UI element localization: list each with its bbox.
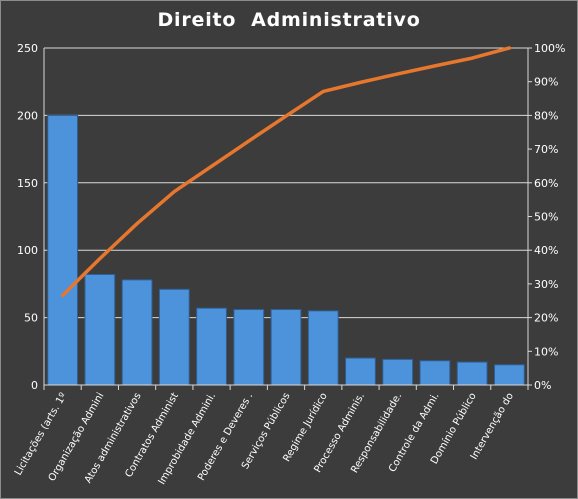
y-tick-label: 250 [17,42,38,55]
line-point [321,89,325,93]
line-point [210,164,214,168]
bar [382,358,414,386]
line-point [470,56,474,60]
y2-tick-label: 80% [534,109,558,122]
bar [47,114,79,386]
bar [307,310,339,386]
cumulative-line [60,46,512,298]
y2-tick-label: 30% [534,278,558,291]
y2-tick-label: 10% [534,345,558,358]
line-point [433,64,437,68]
y-tick-label: 100 [17,244,38,257]
x-tick-label: Intervenção do [469,391,516,462]
bar [158,288,190,386]
y2-tick-label: 20% [534,312,558,325]
bar [493,364,525,386]
line-point [358,80,362,84]
line-point [396,72,400,76]
y2-tick-label: 0% [534,379,551,392]
line-point [135,222,139,226]
line-point [284,114,288,118]
line-point [172,190,176,194]
line-point [247,139,251,143]
y2-tick-label: 90% [534,76,558,89]
y-tick-label: 0 [31,379,38,392]
bar [456,361,488,386]
bar [270,309,302,386]
y-tick-label: 150 [17,177,38,190]
y2-tick-label: 100% [534,42,565,55]
y2-tick-label: 50% [534,211,558,224]
y-tick-label: 200 [17,109,38,122]
line-point [507,46,511,50]
y-tick-label: 50 [24,312,38,325]
y2-tick-label: 70% [534,143,558,156]
line-point [61,293,65,297]
bar [419,360,451,386]
bar [84,273,116,386]
bar [121,279,153,386]
chart-title: Direito Administrativo [157,9,421,31]
bar [233,309,265,386]
line-point [98,257,102,261]
y2-tick-label: 40% [534,244,558,257]
y2-tick-label: 60% [534,177,558,190]
bar [196,307,227,386]
bar [345,357,376,386]
